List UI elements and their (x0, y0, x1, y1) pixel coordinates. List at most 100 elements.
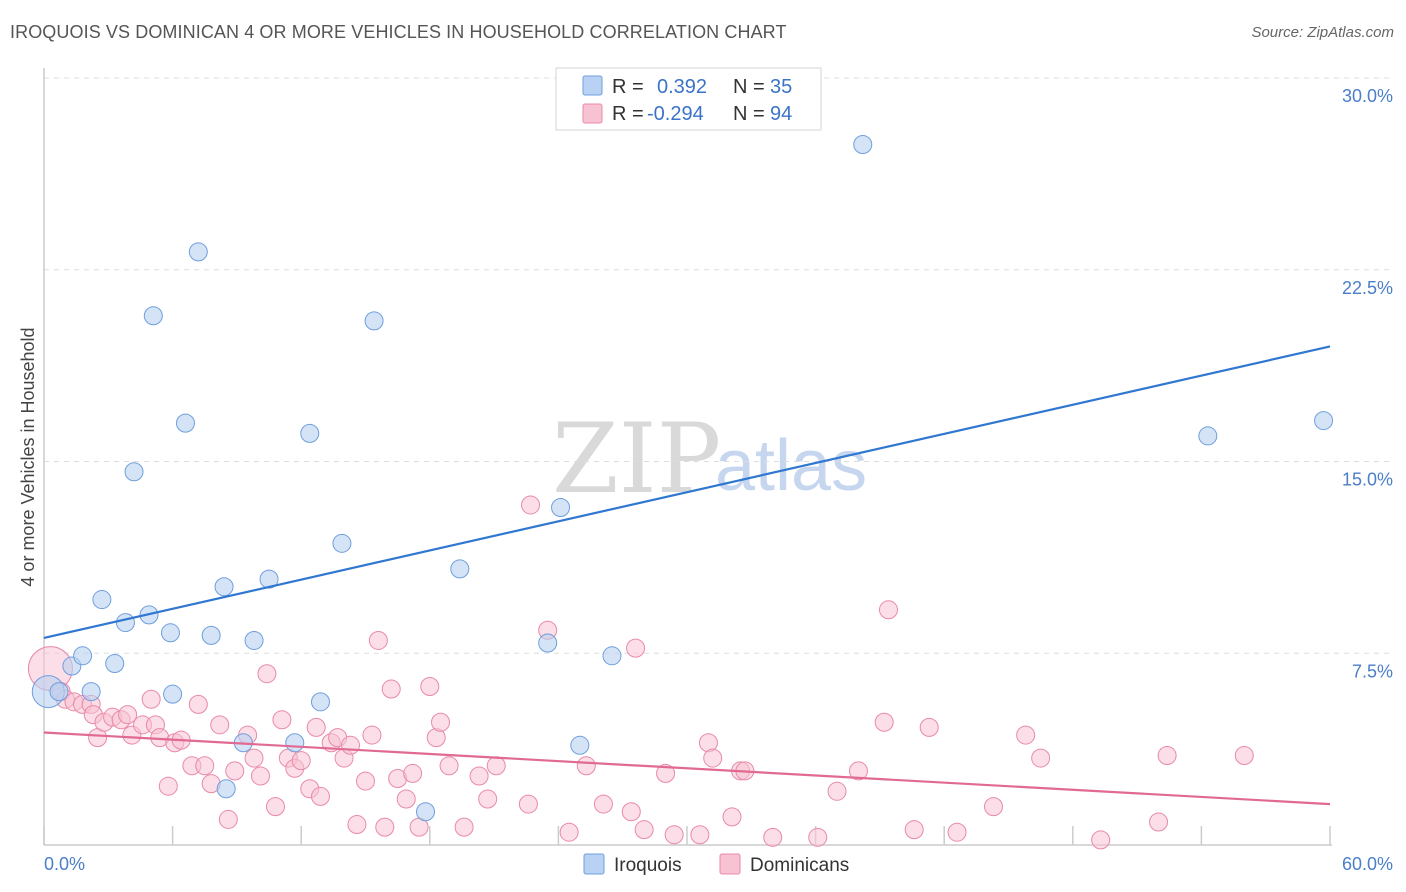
dominicans-point (265, 797, 285, 817)
y-tick-label: 7.5% (1352, 661, 1393, 681)
dominicans-point (272, 710, 292, 730)
dominicans-point (486, 756, 506, 776)
dominicans-point (306, 717, 326, 737)
dominicans-point (454, 817, 474, 837)
iroquois-point (570, 735, 590, 755)
iroquois-point (49, 682, 69, 702)
legend-dominicans-swatch (582, 103, 603, 124)
iroquois-point (416, 802, 436, 822)
dominicans-point (593, 794, 613, 814)
iroquois-point (92, 590, 112, 610)
y-tick-label: 15.0% (1342, 470, 1393, 490)
axes (43, 68, 1332, 846)
series-legend: Iroquois Dominicans (583, 853, 849, 876)
dominicans-point (874, 712, 894, 732)
iroquois-point (214, 577, 234, 597)
x-tick-labels: 0.0% 60.0% (44, 854, 1393, 874)
correlation-legend: R = 0.392 N = 35 R = -0.294 N = 94 (555, 67, 822, 131)
legend-dominicans-r-label: R = (612, 103, 644, 125)
y-axis-label: 4 or more Vehicles in Household (18, 327, 38, 586)
dominicans-point (439, 756, 459, 776)
iroquois-point (602, 646, 622, 666)
dominicans-point (621, 802, 641, 822)
chart-title: IROQUOIS VS DOMINICAN 4 OR MORE VEHICLES… (10, 22, 787, 42)
dominicans-point (904, 820, 924, 840)
iroquois-point (1314, 411, 1334, 431)
dominicans-point (521, 495, 541, 515)
iroquois-point (332, 533, 352, 553)
bottom-legend-dominicans-swatch (719, 853, 741, 875)
dominicans-point (340, 735, 360, 755)
dominicans-point (763, 827, 783, 847)
iroquois-point (300, 423, 320, 443)
dominicans-point (420, 676, 440, 696)
dominicans-point (188, 694, 208, 714)
iroquois-point (853, 134, 873, 154)
watermark-atlas-text: atlas (715, 426, 867, 506)
iroquois-point (115, 613, 135, 633)
dominicans-point (559, 822, 579, 842)
dominicans-point (827, 781, 847, 801)
dominicans-point (690, 825, 710, 845)
dominicans-point (1091, 830, 1111, 850)
dominicans-points (27, 495, 1254, 850)
legend-iroquois-n-label: N = (733, 76, 765, 98)
y-tick-label: 22.5% (1342, 278, 1393, 298)
dominicans-point (257, 664, 277, 684)
gridlines (44, 77, 1392, 654)
dominicans-point (195, 756, 215, 776)
iroquois-point (163, 684, 183, 704)
y-tick-labels: 7.5% 15.0% 22.5% 30.0% (1342, 86, 1393, 681)
iroquois-point (259, 569, 279, 589)
bottom-legend-iroquois-label: Iroquois (614, 855, 682, 876)
dominicans-point (218, 809, 238, 829)
legend-iroquois-swatch (582, 75, 603, 96)
iroquois-point (188, 242, 208, 262)
iroquois-point (216, 779, 236, 799)
dominicans-point (381, 679, 401, 699)
iroquois-point (124, 462, 144, 482)
dominicans-point (469, 766, 489, 786)
dominicans-point (656, 763, 676, 783)
dominicans-point (403, 763, 423, 783)
dominicans-point (347, 815, 367, 835)
legend-dominicans-r-value: -0.294 (647, 103, 704, 125)
iroquois-point (285, 733, 305, 753)
dominicans-point (983, 797, 1003, 817)
legend-iroquois-r-label: R = (612, 76, 644, 98)
dominicans-point (141, 689, 161, 709)
dominicans-point (356, 771, 375, 791)
bottom-legend-iroquois-swatch (583, 853, 605, 875)
iroquois-point (201, 625, 221, 645)
dominicans-point (431, 712, 451, 732)
iroquois-point (143, 306, 163, 326)
iroquois-point (105, 653, 125, 673)
iroquois-point (160, 623, 180, 643)
iroquois-point (310, 692, 330, 712)
iroquois-point (244, 630, 264, 650)
iroquois-point (81, 682, 101, 702)
dominicans-point (1016, 725, 1036, 745)
dominicans-point (210, 715, 230, 735)
dominicans-point (1031, 748, 1051, 768)
dominicans-point (808, 827, 828, 847)
dominicans-point (250, 766, 270, 786)
dominicans-point (626, 638, 646, 658)
dominicans-point (362, 725, 382, 745)
iroquois-points (31, 134, 1334, 822)
dominicans-point (1149, 812, 1169, 832)
iroquois-point (73, 646, 93, 666)
iroquois-point (551, 498, 571, 518)
dominicans-point (1157, 746, 1177, 766)
dominicans-point (396, 789, 416, 809)
dominicans-point (310, 786, 330, 806)
y-tick-label: 30.0% (1342, 86, 1393, 106)
dominicans-point (664, 825, 684, 845)
dominicans-point (703, 748, 723, 768)
dominicans-point (225, 761, 245, 781)
iroquois-point (1198, 426, 1218, 446)
dominicans-point (947, 822, 967, 842)
iroquois-point (538, 633, 558, 653)
dominicans-point (722, 807, 742, 827)
